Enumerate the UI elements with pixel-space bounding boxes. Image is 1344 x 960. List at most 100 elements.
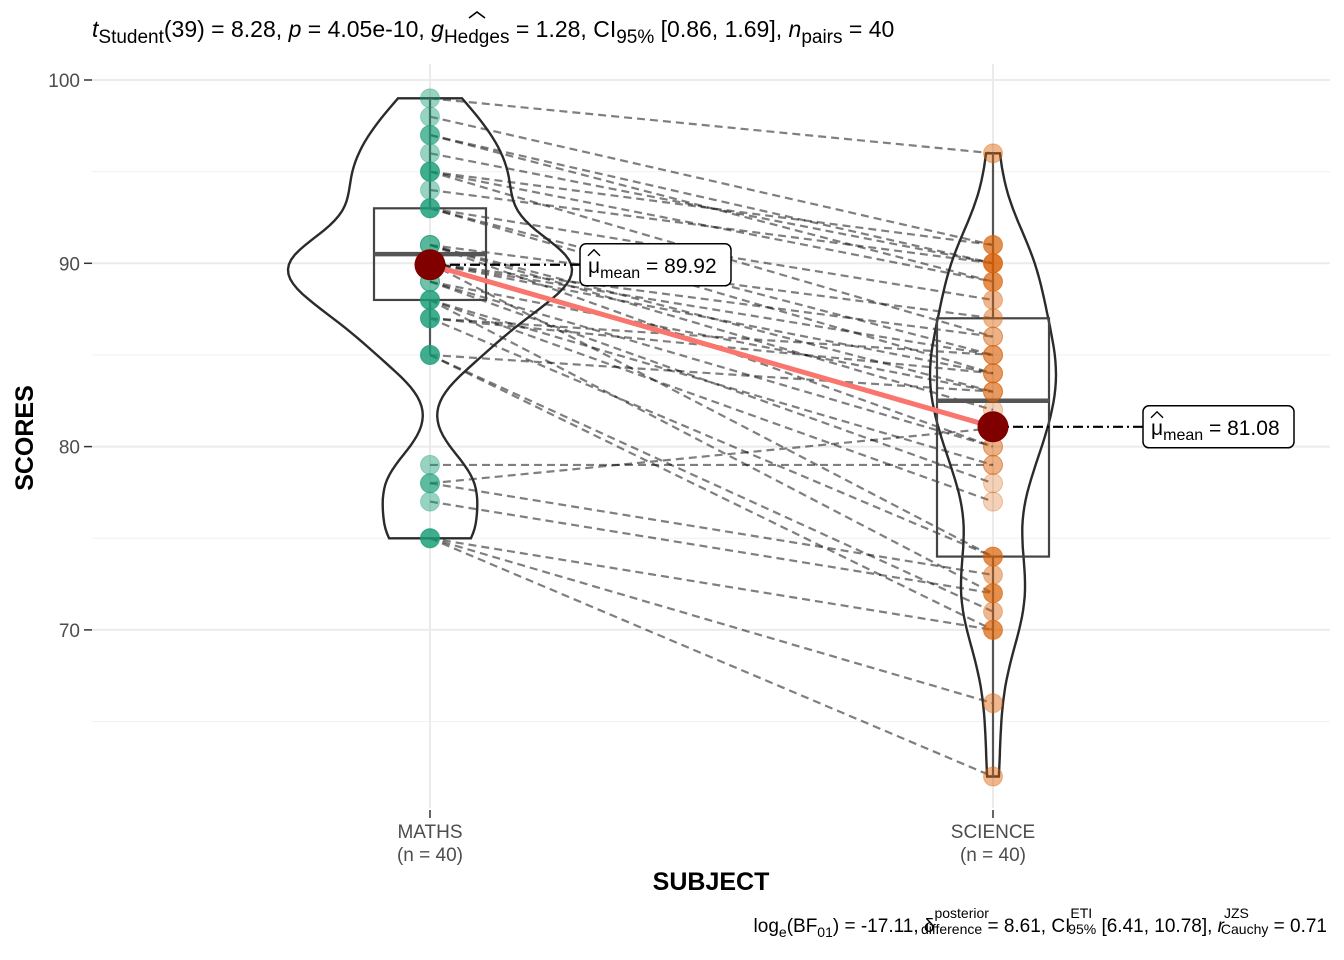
boxplots [372, 98, 1051, 777]
violins [286, 97, 1058, 778]
y-tick-label: 100 [48, 71, 80, 92]
n-value: = 40 [843, 16, 895, 42]
y-tick-label: 90 [59, 254, 80, 275]
data-point [983, 381, 1003, 402]
data-point [420, 289, 440, 310]
x-axis-title: SUBJECT [653, 868, 770, 896]
data-point [420, 308, 440, 329]
data-point [420, 179, 440, 200]
violin-science [928, 152, 1058, 778]
x-axis: MATHS(n = 40)SCIENCE(n = 40) [397, 810, 1035, 866]
pair-line [429, 298, 994, 503]
data-point [983, 326, 1003, 347]
means: μmean = 89.92 μmean = 81.08 [414, 243, 1295, 449]
data-point [983, 234, 1003, 255]
pair-line [429, 262, 994, 558]
data-point [983, 253, 1003, 274]
pair-line [429, 482, 994, 576]
data-point [983, 491, 1003, 512]
pair-line [429, 298, 994, 595]
data-point [983, 546, 1003, 567]
pair-line [429, 427, 994, 485]
data-point [983, 564, 1003, 585]
data-point [420, 528, 440, 549]
pair-line [429, 170, 994, 283]
paired-lines [429, 97, 994, 778]
data-point [983, 234, 1003, 255]
pair-line [429, 243, 994, 411]
data-point [983, 344, 1003, 365]
data-point [983, 693, 1003, 714]
x-tick-label: MATHS [397, 822, 462, 843]
n-label: pairs [801, 27, 842, 48]
data-point [420, 289, 440, 310]
data-point [420, 491, 440, 512]
data-point [983, 271, 1003, 292]
mean-label-text: μmean = 81.08 [1151, 417, 1280, 444]
ci-value: [0.86, 1.69], [654, 16, 788, 42]
mean-label-text: μmean = 89.92 [588, 255, 717, 282]
effect-value: = 1.28, CI [509, 16, 616, 42]
x-tick-n-label: (n = 40) [397, 845, 463, 866]
data-point [420, 124, 440, 145]
data-point [420, 308, 440, 329]
data-point [420, 308, 440, 329]
data-point [420, 198, 440, 219]
data-point [420, 528, 440, 549]
p-value: = 4.05e-10, [301, 16, 431, 42]
pair-line [429, 280, 994, 448]
data-point [983, 454, 1003, 475]
data-point [983, 253, 1003, 274]
data-point [420, 344, 440, 365]
data-point [420, 454, 440, 475]
y-axis-title: SCORES [11, 385, 39, 491]
data-point [420, 106, 440, 127]
pair-line [429, 262, 994, 357]
chart-caption: loge(BF01) = -17.11, δposterior differenc… [754, 905, 1327, 940]
data-point [983, 381, 1003, 402]
pair-line [429, 537, 994, 705]
stat-label: Student [98, 27, 164, 48]
data-point [420, 528, 440, 549]
pair-line [429, 97, 994, 155]
y-axis: 70 80 90 100 [48, 71, 92, 642]
mean-connector-line [429, 262, 994, 430]
pair-line [429, 262, 994, 338]
data-point [983, 766, 1003, 787]
p-label: p [288, 16, 302, 42]
data-point [983, 308, 1003, 329]
pair-line [429, 152, 994, 265]
data-point [983, 454, 1003, 475]
chart-title: tStudent(39) = 8.28, p = 4.05e-10, gHedg… [92, 16, 894, 48]
data-point [983, 363, 1003, 384]
pair-line [429, 353, 994, 631]
g-hat: g [431, 16, 444, 42]
x-tick-n-label: (n = 40) [960, 845, 1026, 866]
g-hat-accent [468, 11, 486, 19]
data-point [983, 583, 1003, 604]
data-point [983, 381, 1003, 402]
data-point [420, 289, 440, 310]
pair-line [429, 207, 994, 375]
violin-maths [286, 97, 574, 540]
data-point [983, 271, 1003, 292]
mu-hat-accent [587, 248, 601, 257]
data-point [983, 619, 1003, 640]
effect-label: Hedges [444, 27, 510, 48]
data-point [420, 143, 440, 164]
data-point [983, 546, 1003, 567]
data-point [420, 344, 440, 365]
pair-line [429, 243, 994, 320]
pair-line [429, 353, 994, 393]
pair-line [429, 207, 994, 302]
mean-point [414, 249, 446, 281]
x-tick-label: SCIENCE [951, 822, 1035, 843]
data-point [983, 473, 1003, 494]
data-point [983, 326, 1003, 347]
pair-line [429, 537, 994, 631]
data-point [983, 363, 1003, 384]
data-point [420, 161, 440, 182]
data-point [420, 198, 440, 219]
mean-label-box [579, 243, 732, 287]
